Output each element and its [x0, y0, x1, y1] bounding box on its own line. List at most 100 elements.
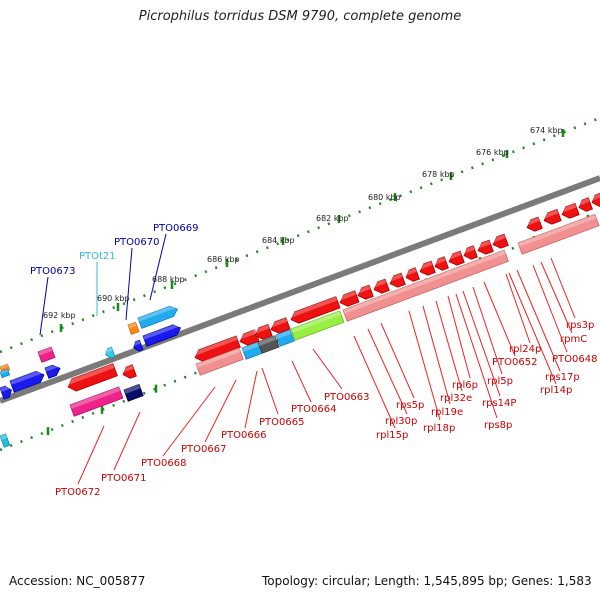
gene-label[interactable]: rpl15p — [376, 430, 408, 441]
gene-labels: PTO0669 PTO0670 PTOt21 PTO0673 rps3p rpmC PTO0… — [30, 223, 597, 498]
leader-line — [447, 295, 471, 379]
forward-gene-box[interactable] — [127, 321, 140, 335]
reverse-gene-arrow[interactable] — [447, 250, 465, 267]
reverse-gene-arrow[interactable] — [253, 323, 273, 341]
reverse-gene-box[interactable] — [0, 433, 11, 448]
reverse-gene-arrow[interactable] — [542, 208, 562, 226]
forward-gene-box[interactable] — [0, 368, 11, 379]
reverse-gene-arrow[interactable] — [476, 239, 494, 256]
leader-line — [39, 276, 49, 336]
reverse-gene-arrow[interactable] — [356, 284, 374, 301]
gene-label[interactable]: PTO0670 — [114, 237, 159, 248]
reverse-gene-box[interactable] — [517, 213, 600, 255]
gene-label[interactable]: rps3p — [566, 320, 594, 331]
leader-line — [353, 335, 396, 429]
forward-gene-arrow[interactable] — [0, 384, 14, 400]
genome-summary-text: Topology: circular; Length: 1,545,895 bp… — [262, 574, 592, 588]
reverse-gene-box[interactable] — [123, 383, 144, 402]
gene-label[interactable]: rpl32e — [440, 393, 472, 404]
gene-label[interactable]: PTO0671 — [101, 473, 146, 484]
ruler-tick-label: 692 kbp — [43, 311, 76, 320]
gene-label[interactable]: rps5p — [396, 400, 424, 411]
gene-label[interactable]: rps17p — [545, 372, 580, 383]
gene-label[interactable]: PTO0668 — [141, 458, 186, 469]
gene-label[interactable]: rpmC — [560, 334, 587, 345]
ruler-tick-label: 690 kbp — [97, 294, 130, 303]
genome-backbone — [0, 175, 600, 404]
gene-label[interactable]: rpl30p — [385, 416, 417, 427]
gene-label[interactable]: rps14P — [482, 398, 516, 409]
reverse-gene-box[interactable] — [290, 310, 345, 341]
gene-label[interactable]: PTO0652 — [492, 357, 537, 368]
ruler-tick-label: 674 kbp — [530, 126, 563, 135]
reverse-gene-arrow[interactable] — [577, 197, 593, 213]
leader-line — [162, 386, 216, 457]
leader-line — [462, 290, 501, 397]
reverse-gene-arrow[interactable] — [372, 278, 390, 295]
forward-gene-arrow[interactable] — [44, 363, 62, 379]
accession-text: Accession: NC_005877 — [9, 574, 146, 588]
reverse-gene-arrow[interactable] — [121, 364, 137, 380]
leader-line — [472, 286, 503, 375]
forward-gene-arrow[interactable] — [132, 339, 144, 352]
reverse-gene-arrow[interactable] — [269, 317, 291, 336]
leader-line — [408, 310, 441, 421]
reverse-gene-box[interactable] — [257, 335, 280, 354]
gene-label[interactable]: PTO0667 — [181, 444, 226, 455]
gene-label[interactable]: PTO0666 — [221, 430, 266, 441]
leader-line — [435, 300, 463, 392]
reverse-gene-arrow[interactable] — [418, 260, 436, 277]
gene-label[interactable]: PTO0673 — [30, 266, 75, 277]
ruler-tick-label: 676 kbp — [476, 148, 509, 157]
leader-line — [125, 247, 133, 321]
reverse-gene-arrow[interactable] — [525, 216, 543, 233]
gene-label[interactable]: PTO0663 — [324, 392, 369, 403]
reverse-gene-arrow[interactable] — [560, 202, 580, 220]
leader-line — [508, 272, 557, 385]
gene-label[interactable]: PTO0664 — [291, 404, 336, 415]
ruler-tick-label: 678 kbp — [422, 170, 455, 179]
forward-gene-box[interactable] — [37, 346, 56, 363]
gene-label[interactable]: PTO0672 — [55, 487, 100, 498]
gene-label[interactable]: rps8p — [484, 420, 512, 431]
leader-line — [532, 264, 568, 353]
ruler-tick-label: 688 kbp — [152, 275, 185, 284]
reverse-gene-arrow[interactable] — [238, 329, 260, 348]
reverse-gene-box[interactable] — [69, 386, 124, 417]
leader-line — [367, 328, 408, 415]
gene-label[interactable]: rpl6p — [452, 380, 478, 391]
gene-label[interactable]: rpl5p — [487, 376, 513, 387]
reverse-gene-box[interactable] — [342, 249, 509, 322]
reverse-gene-arrow[interactable] — [433, 256, 449, 272]
forward-gene-arrow[interactable] — [142, 322, 182, 347]
reverse-gene-arrow[interactable] — [491, 233, 509, 250]
ruler-tick-label: 684 kbp — [262, 236, 295, 245]
rna-gene-arrow[interactable] — [104, 346, 116, 359]
gene-features — [0, 192, 600, 448]
reverse-gene-arrow[interactable] — [462, 245, 478, 261]
forward-gene-arrow[interactable] — [137, 304, 179, 329]
leader-line — [77, 425, 105, 485]
reverse-gene-arrow[interactable] — [388, 272, 406, 289]
gene-label[interactable]: rpl14p — [540, 385, 572, 396]
ruler-tick-label: 682 kbp — [316, 214, 349, 223]
leader-line — [380, 322, 415, 399]
gene-label[interactable]: rpl19e — [431, 407, 463, 418]
gene-label[interactable]: PTO0648 — [552, 354, 597, 365]
reverse-gene-arrow[interactable] — [404, 267, 420, 283]
gene-label[interactable]: PTO0669 — [153, 223, 198, 234]
gene-label[interactable]: PTO0665 — [259, 417, 304, 428]
reverse-gene-arrow[interactable] — [289, 296, 341, 326]
forward-gene-arrow[interactable] — [9, 369, 46, 393]
gene-label[interactable]: rpl24p — [509, 344, 541, 355]
reverse-gene-arrow[interactable] — [66, 363, 118, 394]
leader-line — [261, 367, 279, 415]
reverse-gene-box[interactable] — [241, 341, 263, 360]
reverse-gene-box[interactable] — [275, 329, 295, 347]
reverse-gene-box[interactable] — [195, 347, 244, 376]
reverse-gene-arrow[interactable] — [338, 290, 360, 309]
leader-line — [483, 281, 516, 357]
gene-label[interactable]: rpl18p — [423, 423, 455, 434]
gene-label[interactable]: PTOt21 — [79, 251, 116, 262]
